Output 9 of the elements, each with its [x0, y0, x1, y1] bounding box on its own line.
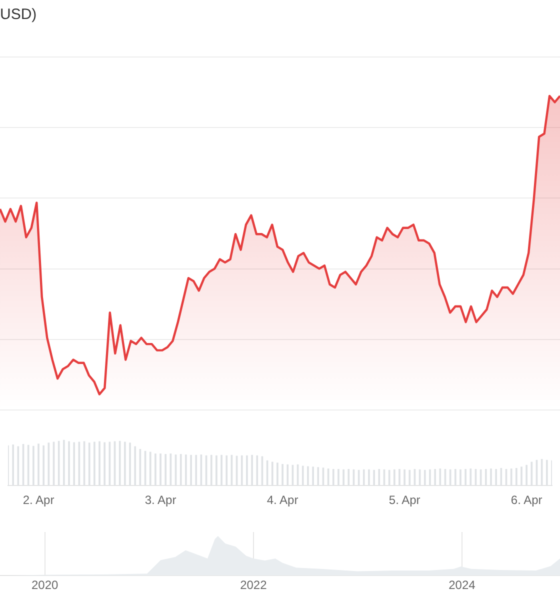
- x-tick-label: 2020: [31, 578, 59, 592]
- x-tick-label: 2. Apr: [22, 493, 54, 508]
- x-tick-label: 3. Apr: [144, 493, 176, 508]
- x-tick-label: 4. Apr: [266, 493, 298, 508]
- x-tick-label: 2022: [240, 578, 268, 592]
- x-tick-label: 2024: [448, 578, 476, 592]
- chart-title: USD): [0, 6, 37, 23]
- x-tick-label: 5. Apr: [388, 493, 420, 508]
- x-tick-label: 6. Apr: [510, 493, 542, 508]
